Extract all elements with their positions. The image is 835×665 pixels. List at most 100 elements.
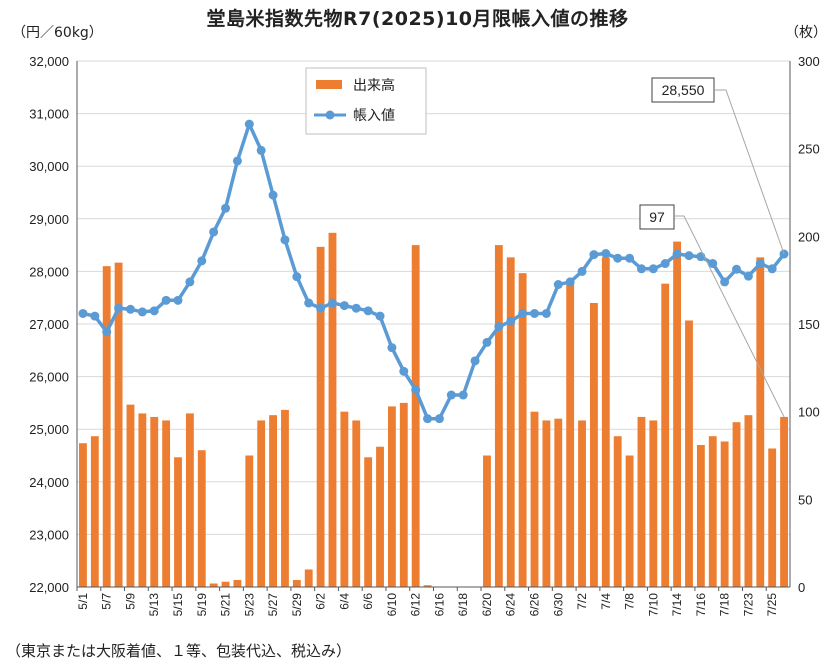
volume-bar: [90, 436, 99, 587]
legend-bar-swatch: [316, 80, 342, 89]
volume-bar: [126, 404, 135, 587]
x-axis-tick-label: 6/18: [456, 593, 470, 617]
price-callout-leader: [714, 89, 785, 255]
settlement-price-point: [197, 256, 207, 266]
left-axis-tick-label: 28,000: [29, 264, 69, 279]
settlement-price-point: [446, 390, 456, 400]
settlement-price-point: [268, 190, 278, 200]
x-axis-tick-label: 7/23: [741, 593, 755, 617]
volume-bar: [768, 448, 777, 587]
volume-bar: [637, 416, 646, 587]
settlement-price-point: [256, 145, 266, 155]
settlement-price-point: [125, 304, 135, 314]
volume-bar: [233, 579, 242, 587]
x-axis-tick-label: 7/25: [765, 593, 779, 617]
x-axis-tick-label: 5/29: [290, 593, 304, 617]
settlement-price-point: [423, 414, 433, 424]
settlement-price-point: [541, 308, 551, 318]
volume-bar: [673, 241, 682, 588]
settlement-price-point: [339, 301, 349, 311]
x-axis-tick-label: 5/15: [171, 593, 185, 617]
settlement-price-point: [185, 277, 195, 287]
volume-bar: [399, 402, 408, 587]
right-axis-tick-label: 0: [798, 580, 805, 595]
left-axis-tick-label: 29,000: [29, 212, 69, 227]
volume-bar: [613, 436, 622, 587]
volume-bar: [245, 455, 254, 587]
volume-bar: [352, 420, 361, 587]
x-axis-tick-label: 7/10: [646, 593, 660, 617]
left-axis-tick-label: 26,000: [29, 370, 69, 385]
legend-line-marker: [325, 110, 335, 120]
volume-bar: [423, 585, 432, 587]
volume-bar: [269, 415, 277, 587]
x-axis-tick-label: 7/18: [718, 593, 732, 617]
settlement-price-point: [411, 385, 421, 395]
x-axis-tick-label: 6/26: [528, 593, 542, 617]
volume-bar: [494, 245, 503, 587]
settlement-price-point: [363, 306, 373, 316]
left-axis-tick-label: 25,000: [29, 422, 69, 437]
settlement-price-point: [553, 280, 563, 290]
volume-bar: [732, 422, 741, 587]
volume-callout-box: [639, 204, 675, 230]
volume-bar: [281, 409, 289, 587]
volume-bar: [114, 262, 123, 587]
settlement-price-point: [613, 253, 623, 263]
right-axis-tick-label: 50: [798, 492, 812, 507]
settlement-price-point: [684, 251, 694, 261]
x-axis-tick-label: 5/27: [266, 593, 280, 617]
volume-bar: [601, 257, 610, 587]
volume-bar: [79, 443, 87, 587]
settlement-price-point: [482, 337, 492, 347]
x-axis-tick-label: 7/16: [694, 593, 708, 617]
price-callout-box: [651, 77, 715, 103]
chart-title: 堂島米指数先物R7(2025)10月限帳入値の推移: [206, 8, 629, 30]
settlement-price-point: [232, 156, 242, 166]
volume-bar: [566, 280, 575, 587]
settlement-price-point: [636, 264, 646, 274]
settlement-price-point: [149, 306, 159, 316]
x-axis-tick-label: 5/7: [100, 593, 114, 610]
settlement-price-point: [316, 303, 326, 313]
x-axis-tick-label: 6/4: [337, 593, 351, 610]
volume-bar: [483, 455, 491, 587]
right-axis-tick-label: 150: [798, 317, 820, 332]
left-axis-tick-label: 30,000: [29, 159, 69, 174]
volume-bar: [292, 579, 301, 587]
settlement-price-point: [767, 264, 777, 274]
x-axis-tick-label: 5/23: [242, 593, 256, 617]
volume-bar: [744, 415, 753, 587]
right-axis-tick-label: 300: [798, 54, 820, 69]
settlement-price-point: [102, 327, 112, 337]
settlement-price-point: [114, 303, 124, 313]
settlement-price-point: [137, 307, 147, 317]
volume-bar: [720, 441, 729, 587]
volume-bar: [708, 436, 717, 587]
x-axis-tick-label: 6/20: [480, 593, 494, 617]
volume-bar: [554, 418, 563, 587]
x-axis-tick-label: 6/2: [314, 593, 328, 610]
volume-bar: [387, 406, 396, 587]
left-axis-unit: （円／60kg）: [12, 25, 103, 41]
legend-line-label: 帳入値: [353, 108, 395, 124]
settlement-price-point: [660, 259, 670, 269]
settlement-price-point: [494, 322, 504, 332]
volume-bar: [209, 583, 218, 587]
volume-bar: [257, 420, 266, 587]
volume-callout-label: 97: [649, 209, 665, 225]
settlement-price-point: [351, 303, 361, 313]
volume-bar: [542, 420, 551, 587]
volume-bar: [221, 581, 230, 587]
x-axis-tick-label: 5/9: [123, 593, 137, 610]
settlement-price-point: [244, 119, 254, 129]
right-axis-unit: （枚）: [785, 25, 827, 41]
legend: 出来高 帳入値: [305, 67, 427, 135]
settlement-price-point: [720, 277, 730, 287]
settlement-price-point: [648, 264, 658, 274]
settlement-price-point: [755, 259, 765, 269]
x-axis-tick-label: 6/16: [432, 593, 446, 617]
settlement-price-point: [209, 227, 219, 237]
x-axis-tick-label: 6/24: [504, 593, 518, 617]
